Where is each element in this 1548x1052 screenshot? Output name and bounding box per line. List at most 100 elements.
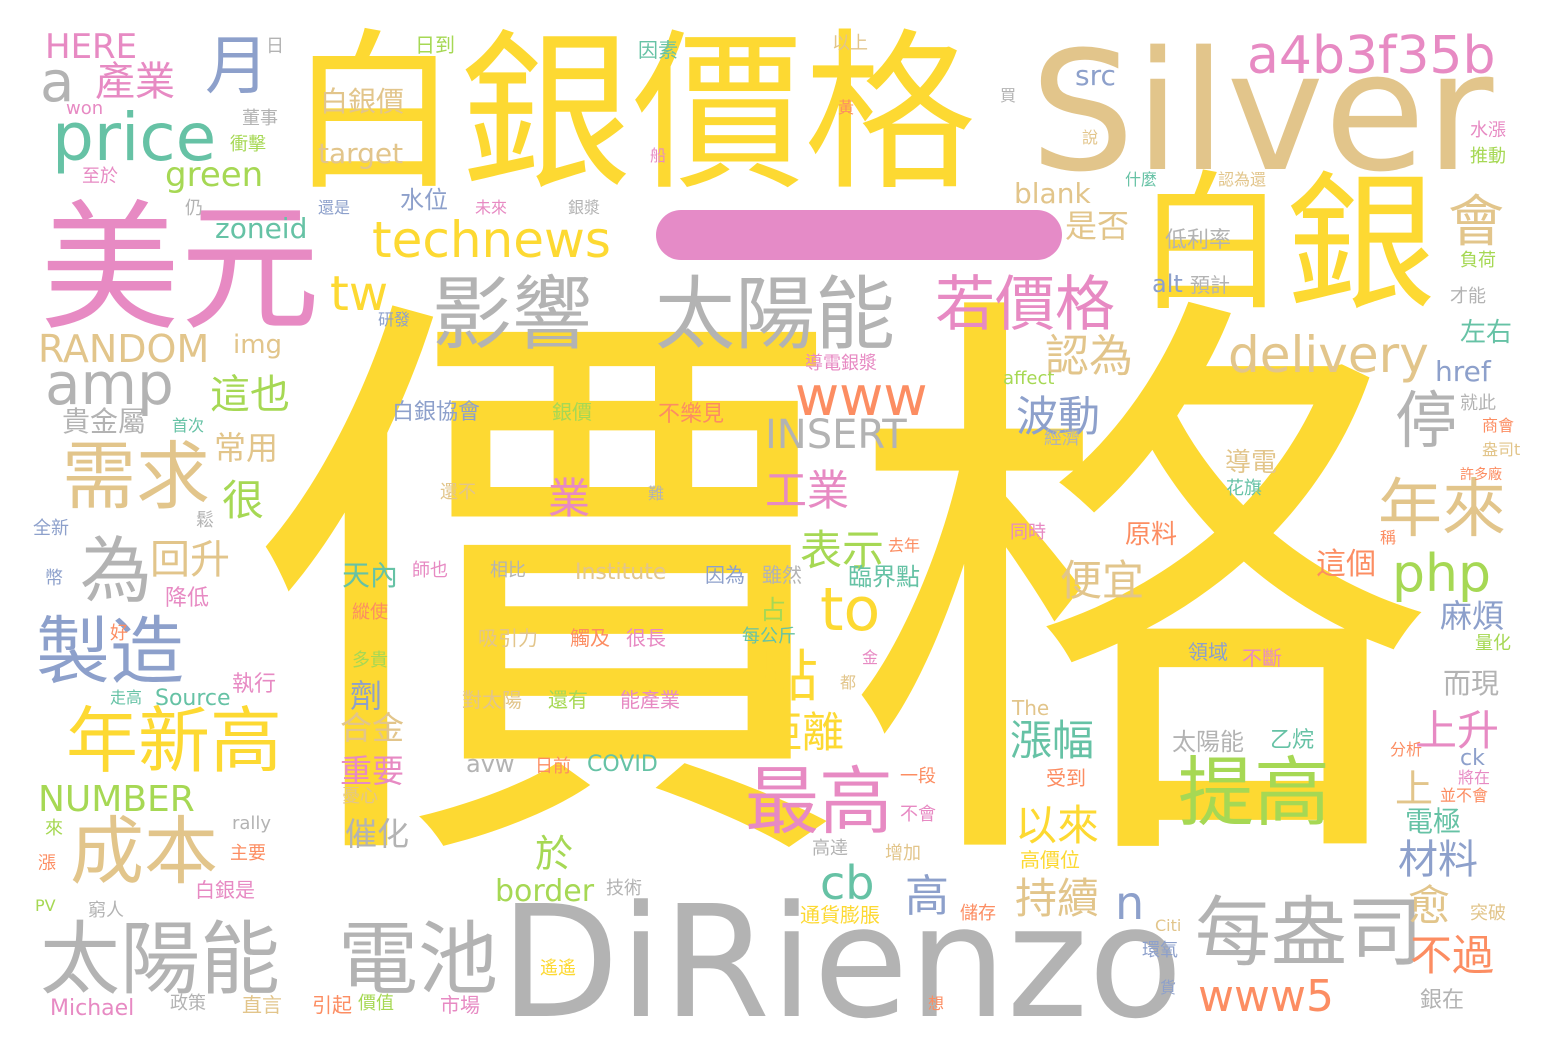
word-便宜: 便宜 — [1060, 556, 1145, 605]
word-左右: 左右 — [1460, 318, 1513, 348]
word-tw: tw — [330, 266, 389, 322]
word-好: 好 — [110, 623, 128, 644]
word-img: img — [233, 330, 283, 360]
word-電池: 電池 — [338, 913, 498, 1006]
word-是否: 是否 — [1065, 207, 1130, 245]
word-here: HERE — [45, 27, 138, 67]
word-許多廠: 許多廠 — [1460, 467, 1502, 483]
word-憂心: 憂心 — [342, 786, 378, 807]
word-michael: Michael — [50, 996, 135, 1021]
word-pv: PV — [35, 896, 56, 915]
word-受到: 受到 — [1046, 766, 1086, 790]
word-高達: 高達 — [812, 838, 848, 859]
word-突破: 突破 — [1470, 903, 1506, 924]
word-technews: technews — [372, 211, 611, 269]
word-affect: affect — [1003, 368, 1055, 389]
word-鬆: 鬆 — [196, 510, 214, 531]
word-停: 停 — [1395, 384, 1458, 457]
word-執行: 執行 — [232, 672, 277, 697]
word-價值: 價值 — [358, 993, 394, 1014]
word-這也: 這也 — [210, 372, 290, 418]
word-銀在: 銀在 — [1420, 988, 1465, 1013]
word-php: php — [1392, 544, 1491, 604]
word-產業: 產業 — [95, 59, 175, 105]
word-通貨膨脹: 通貨膨脹 — [800, 903, 880, 927]
word-工業: 工業 — [765, 466, 850, 515]
word-cb: cb — [820, 856, 875, 910]
word-insert: INSERT — [765, 412, 907, 458]
word-常用: 常用 — [214, 429, 279, 467]
word-會: 會 — [1448, 190, 1504, 255]
word-每公斤: 每公斤 — [742, 626, 796, 647]
word-source: Source — [155, 686, 231, 711]
word-不會: 不會 — [900, 804, 936, 825]
word-成本: 成本 — [70, 809, 218, 895]
word-green: green — [165, 155, 264, 195]
word-導電銀漿: 導電銀漿 — [805, 353, 877, 374]
word-負荷: 負荷 — [1460, 250, 1496, 271]
word-還不: 還不 — [440, 482, 476, 503]
word-金: 金 — [862, 648, 879, 667]
word-持續: 持續 — [1015, 874, 1100, 923]
word-月: 月 — [205, 30, 269, 104]
word-日到: 日到 — [415, 33, 455, 57]
word-將在: 將在 — [1458, 768, 1491, 787]
word-催化: 催化 — [345, 815, 410, 853]
word-因素: 因素 — [638, 38, 678, 62]
word-rally: rally — [232, 813, 272, 834]
word-以來: 以來 — [1015, 801, 1100, 850]
word-電極: 電極 — [1405, 805, 1462, 838]
word-師也: 師也 — [412, 560, 448, 581]
word-低利率: 低利率 — [1165, 228, 1232, 253]
word-點: 點 — [762, 645, 818, 710]
word-什麼: 什麼 — [1125, 170, 1158, 189]
word-漲幅: 漲幅 — [1010, 716, 1095, 765]
word-未來: 未來 — [475, 198, 508, 217]
word-美元: 美元 — [40, 188, 321, 351]
word-花旗: 花旗 — [1226, 478, 1262, 499]
word-董事: 董事 — [242, 108, 278, 129]
word-需求: 需求 — [62, 434, 210, 520]
word-很長: 很長 — [626, 626, 666, 650]
word-href: href — [1435, 355, 1491, 388]
word-分析: 分析 — [1390, 740, 1423, 759]
word-the: The — [1012, 696, 1050, 720]
word-covid: COVID — [587, 752, 658, 777]
word-業: 業 — [548, 474, 591, 523]
word-回升: 回升 — [150, 537, 230, 583]
word-不斷: 不斷 — [1242, 646, 1282, 670]
word-劑: 劑 — [350, 677, 383, 715]
word-影響: 影響 — [432, 268, 592, 361]
word-貨: 貨 — [1160, 978, 1177, 997]
word-雖然: 雖然 — [762, 563, 802, 587]
word-src: src — [1075, 59, 1116, 92]
word-難: 難 — [648, 484, 665, 503]
word-zoneid: zoneid — [215, 212, 308, 245]
word-船: 船 — [650, 146, 667, 165]
word-若價格: 若價格 — [935, 270, 1115, 340]
word-多貴: 多貴 — [352, 650, 388, 671]
word-白銀價: 白銀價 — [320, 85, 405, 118]
word-上: 上 — [1395, 767, 1434, 811]
word-才能: 才能 — [1450, 286, 1486, 307]
word-random: RANDOM — [38, 327, 210, 371]
word-不樂見: 不樂見 — [658, 402, 725, 427]
word-還有: 還有 — [548, 688, 588, 712]
word-高價位: 高價位 — [1020, 848, 1080, 872]
word-太陽能: 太陽能 — [655, 268, 895, 361]
word-經濟: 經濟 — [1044, 428, 1080, 449]
word-預計: 預計 — [1190, 273, 1230, 297]
word-上升: 上升 — [1415, 706, 1500, 755]
word-同時: 同時 — [1010, 522, 1046, 543]
word-技術: 技術 — [606, 878, 642, 899]
word-n: n — [1115, 876, 1145, 930]
word-一段: 一段 — [900, 766, 936, 787]
word-表示: 表示 — [800, 526, 885, 575]
word-遙遙: 遙遙 — [540, 958, 576, 979]
word-麻煩: 麻煩 — [1440, 597, 1505, 635]
word-而現: 而現 — [1443, 667, 1500, 700]
word-silver: Silver — [1030, 16, 1494, 208]
word-日: 日 — [266, 36, 284, 57]
word-盎司t: 盎司t — [1482, 440, 1521, 459]
word-貴金屬: 貴金屬 — [62, 405, 147, 438]
